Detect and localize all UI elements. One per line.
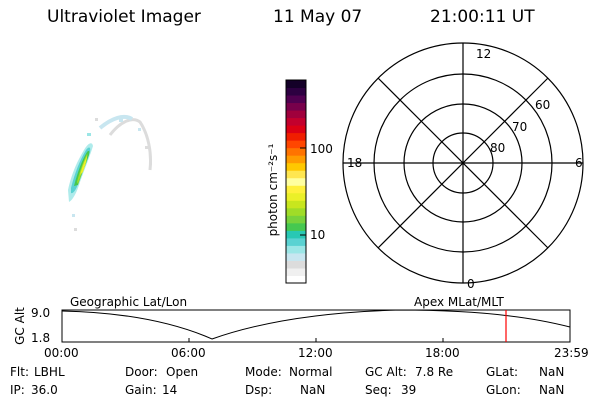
colorbar-band [286, 237, 306, 246]
y-max-label: 9.0 [31, 306, 51, 320]
info-value-gc-alt: 7.8 Re [415, 365, 454, 379]
info-value-glat: NaN [539, 365, 565, 379]
info-key-glon: GLon: [486, 383, 521, 397]
info-value-dsp: NaN [300, 383, 326, 397]
info-key-seq: Seq: [365, 383, 392, 397]
date-label: 11 May 07 [273, 7, 363, 27]
info-key-flt: Flt: [10, 365, 29, 379]
colorbar-band [286, 95, 306, 104]
info-key-mode: Mode: [245, 365, 282, 379]
colorbar-band [286, 102, 306, 111]
colorbar-band [286, 140, 306, 149]
x-tick-label: 12:00 [298, 346, 333, 360]
instrument-title: Ultraviolet Imager [47, 7, 201, 27]
colorbar-band [286, 267, 306, 276]
info-value-flt: LBHL [34, 365, 65, 379]
x-tick-label: 00:00 [44, 346, 79, 360]
info-value-seq: 39 [401, 383, 417, 397]
info-key-glat: GLat: [486, 365, 519, 379]
geographic-label: Geographic Lat/Lon [70, 295, 188, 309]
altitude-timeline [61, 309, 571, 343]
colorbar-tick-label: 100 [310, 142, 333, 156]
lat-label-70: 70 [512, 120, 528, 134]
colorbar-band [286, 207, 306, 216]
info-value-ip: 36.0 [31, 383, 58, 397]
gc-alt-axis-label: GC Alt [13, 307, 27, 345]
colorbar-band [286, 222, 306, 231]
x-tick-label: 06:00 [171, 346, 206, 360]
colorbar-band [286, 185, 306, 194]
colorbar-band [286, 252, 306, 261]
colorbar-band [286, 162, 306, 171]
info-value-gain: 14 [162, 383, 178, 397]
colorbar-band [286, 80, 306, 89]
apex-label: Apex MLat/MLT [414, 295, 504, 309]
lat-label-60: 60 [535, 98, 551, 112]
colorbar-ticks [300, 147, 306, 236]
time-label: 21:00:11 UT [430, 7, 535, 27]
auroral-image [68, 114, 152, 231]
polar-plot [342, 42, 584, 284]
x-tick-label: 23:59 [554, 346, 589, 360]
colorbar-band [286, 215, 306, 224]
colorbar-band [286, 192, 306, 201]
colorbar-band [286, 110, 306, 119]
colorbar-band [286, 125, 306, 134]
info-value-glon: NaN [539, 383, 565, 397]
colorbar-band [286, 87, 306, 96]
info-key-dsp: Dsp: [245, 383, 273, 397]
colorbar-band [286, 260, 306, 269]
colorbar-band [286, 177, 306, 186]
colorbar-band [286, 275, 306, 284]
colorbar-band [286, 155, 306, 164]
lat-label-80: 80 [490, 141, 506, 155]
info-key-gc-alt: GC Alt: [365, 365, 407, 379]
info-value-mode: Normal [289, 365, 333, 379]
info-key-door: Door: [125, 365, 158, 379]
mlt-label-18: 18 [347, 156, 363, 170]
info-key-ip: IP: [10, 383, 25, 397]
colorbar-band [286, 245, 306, 254]
colorbar-band [286, 230, 306, 239]
y-min-label: 1.8 [31, 331, 51, 345]
colorbar-tick-label: 10 [310, 228, 326, 242]
x-tick-label: 18:00 [425, 346, 460, 360]
colorbar-band [286, 200, 306, 209]
info-key-gain: Gain: [125, 383, 157, 397]
colorbar [285, 79, 307, 284]
colorbar-unit-label: photon cm⁻²s⁻¹ [266, 143, 280, 237]
colorbar-band [286, 147, 306, 156]
mlt-label-0: 0 [467, 277, 475, 291]
mlt-label-6: 6 [575, 156, 583, 170]
colorbar-band [286, 117, 306, 126]
colorbar-band [286, 170, 306, 179]
info-value-door: Open [166, 365, 199, 379]
mlt-label-12: 12 [476, 47, 492, 61]
colorbar-border [285, 79, 307, 284]
colorbar-band [286, 132, 306, 141]
